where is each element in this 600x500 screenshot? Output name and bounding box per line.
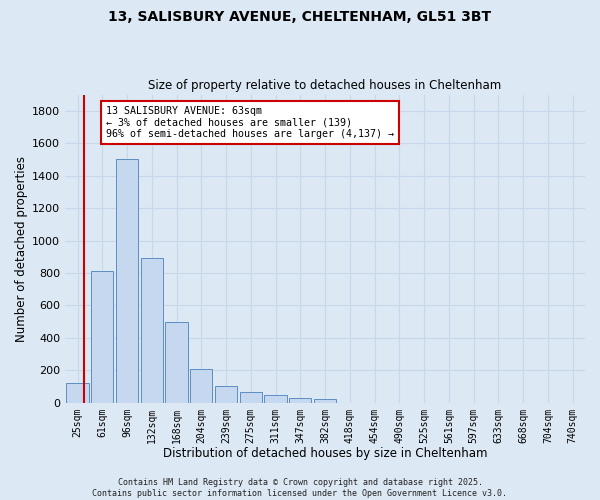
Bar <box>166 322 188 402</box>
Bar <box>215 386 237 402</box>
Text: 13 SALISBURY AVENUE: 63sqm
← 3% of detached houses are smaller (139)
96% of semi: 13 SALISBURY AVENUE: 63sqm ← 3% of detac… <box>106 106 394 139</box>
Title: Size of property relative to detached houses in Cheltenham: Size of property relative to detached ho… <box>148 79 502 92</box>
Bar <box>190 368 212 402</box>
X-axis label: Distribution of detached houses by size in Cheltenham: Distribution of detached houses by size … <box>163 447 487 460</box>
Bar <box>289 398 311 402</box>
Bar <box>140 258 163 402</box>
Text: 13, SALISBURY AVENUE, CHELTENHAM, GL51 3BT: 13, SALISBURY AVENUE, CHELTENHAM, GL51 3… <box>109 10 491 24</box>
Bar <box>67 384 89 402</box>
Bar <box>116 160 138 402</box>
Bar <box>91 272 113 402</box>
Y-axis label: Number of detached properties: Number of detached properties <box>15 156 28 342</box>
Text: Contains HM Land Registry data © Crown copyright and database right 2025.
Contai: Contains HM Land Registry data © Crown c… <box>92 478 508 498</box>
Bar <box>314 400 336 402</box>
Bar <box>239 392 262 402</box>
Bar <box>265 396 287 402</box>
